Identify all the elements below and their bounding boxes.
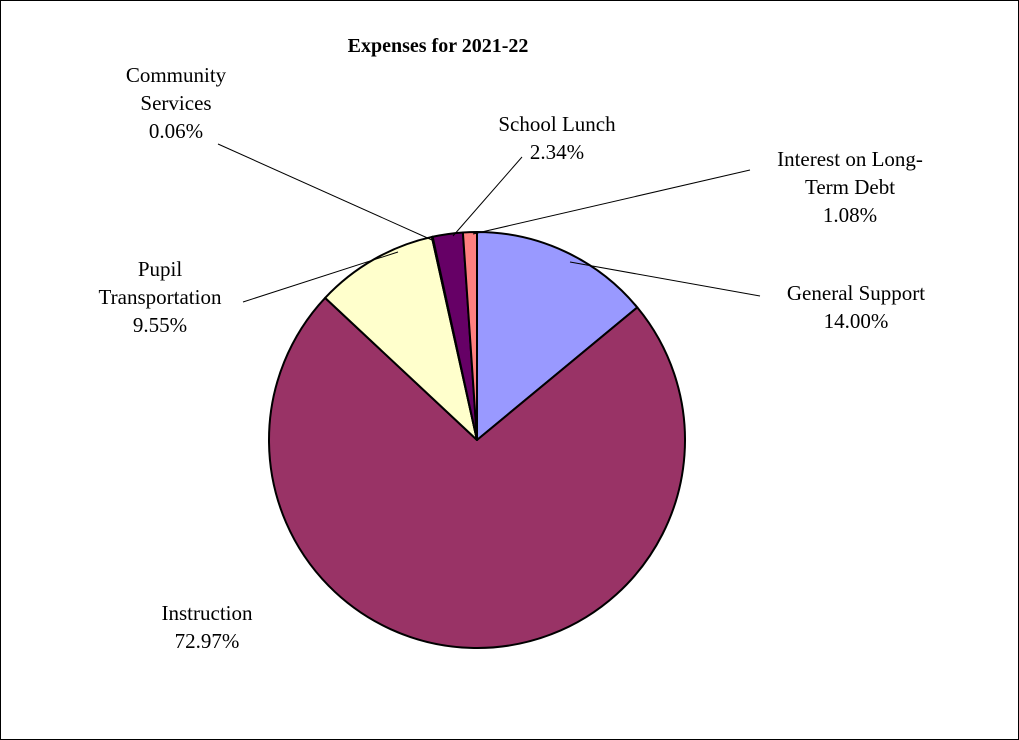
pie-slices [268,231,686,649]
slice-value-text: 0.06% [149,119,203,143]
slice-label-line: General Support [787,281,925,305]
pie-slice [268,296,686,649]
slice-value-text: 2.34% [530,140,584,164]
leader-line [242,251,399,303]
slice-label: Interest on Long- Term Debt 1.08% [777,147,923,227]
leader-line [217,143,433,241]
slice-value-text: 72.97% [175,629,240,653]
slice-labels: General Support 14.00% Instruction 72.97% Pu… [99,63,926,653]
slice-label-line: Term Debt [805,175,895,199]
leader-line [452,156,523,237]
slice-label: General Support 14.00% [787,281,925,333]
slice-label: School Lunch 2.34% [498,112,616,164]
slice-label-line: Instruction [162,601,253,625]
leader-lines [217,143,761,303]
slice-label-line: Transportation [99,285,222,309]
pie-slice [476,231,639,441]
slice-label-line: Community [126,63,227,87]
slice-value-text: 14.00% [824,309,889,333]
pie-slice [461,231,478,441]
leader-line [569,261,761,297]
slice-label: Pupil Transportation 9.55% [99,257,222,337]
leader-line [472,169,751,235]
slice-value-text: 9.55% [133,313,187,337]
slice-label: Community Services 0.06% [126,63,227,143]
slice-label-line: Services [140,91,211,115]
chart-title: Expenses for 2021-22 [348,35,529,57]
slice-label-line: Interest on Long- [777,147,923,171]
slice-label-line: Pupil [138,257,183,281]
slice-value-text: 1.08% [823,203,877,227]
slice-label-line: School Lunch [498,112,616,136]
slice-label: Instruction 72.97% [162,601,253,653]
